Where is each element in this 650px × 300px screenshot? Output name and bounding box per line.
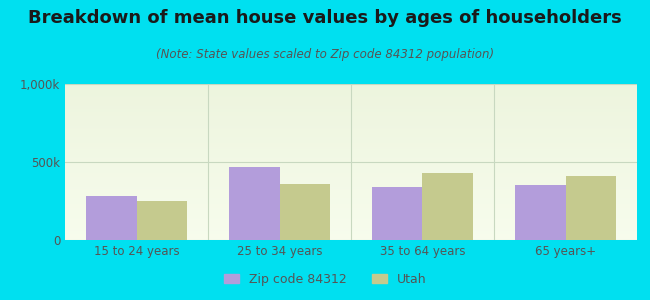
- Bar: [86, 196, 136, 240]
- Bar: [136, 201, 187, 240]
- Bar: [422, 173, 473, 240]
- Bar: [566, 176, 616, 240]
- Bar: [372, 187, 423, 240]
- Bar: [515, 185, 566, 240]
- Text: Breakdown of mean house values by ages of householders: Breakdown of mean house values by ages o…: [28, 9, 622, 27]
- Legend: Zip code 84312, Utah: Zip code 84312, Utah: [219, 268, 431, 291]
- Text: (Note: State values scaled to Zip code 84312 population): (Note: State values scaled to Zip code 8…: [156, 48, 494, 61]
- Bar: [280, 184, 330, 240]
- Bar: [229, 167, 280, 240]
